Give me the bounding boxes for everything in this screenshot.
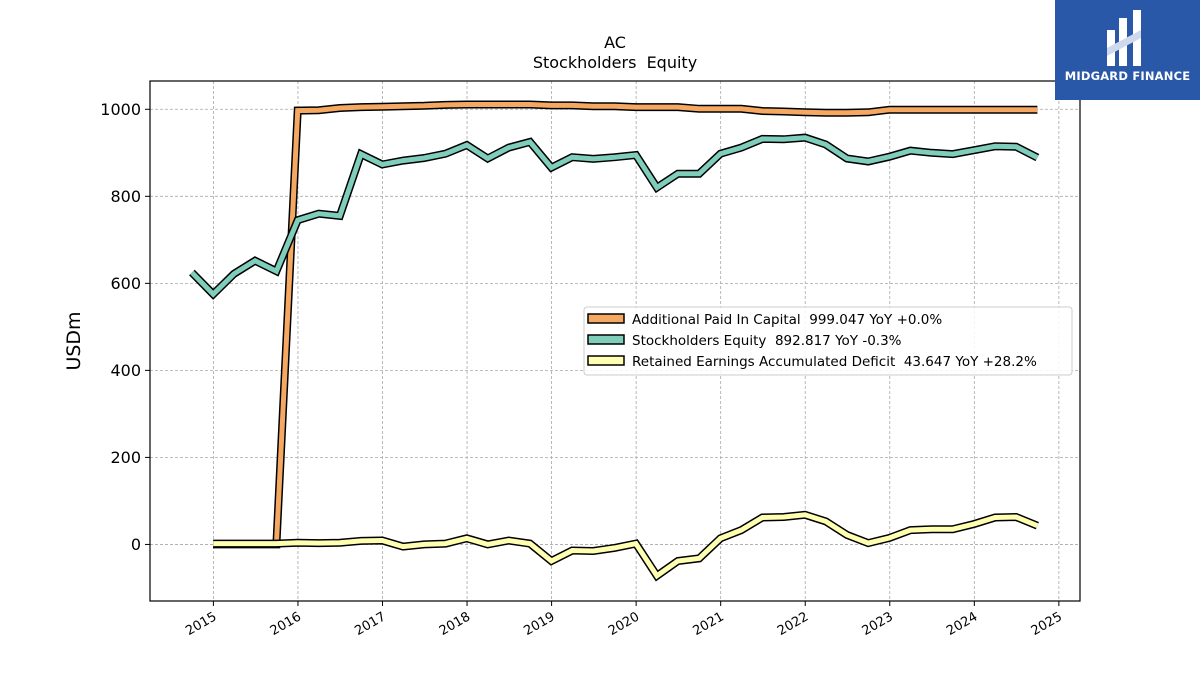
legend-frame [583, 306, 1073, 376]
y-tick-label: 1000 [100, 100, 141, 119]
x-tick-label: 2022 [775, 609, 811, 639]
y-tick-label: 600 [110, 274, 141, 293]
series-lines [189, 100, 1040, 582]
x-tick-label: 2024 [944, 609, 980, 639]
series-line [190, 135, 1039, 298]
y-tick-label: 200 [110, 448, 141, 467]
y-tick-label: 800 [110, 187, 141, 206]
brand-logo: MIDGARD FINANCE [1055, 0, 1200, 100]
legend-swatch [587, 313, 625, 324]
midgard-logo-icon [1107, 10, 1141, 66]
y-tick-label: 400 [110, 361, 141, 380]
brand-name: MIDGARD FINANCE [1064, 69, 1191, 83]
y-tick-label: 0 [131, 535, 141, 554]
legend-swatch [587, 355, 625, 366]
x-tick-label: 2016 [268, 609, 304, 639]
legend-entry: Stockholders Equity 892.817 YoY -0.3% [632, 333, 902, 349]
chart-title: AC [604, 33, 626, 52]
x-tick-label: 2015 [183, 609, 219, 639]
plot-frame [149, 80, 1081, 602]
chart-subtitle: Stockholders Equity [533, 53, 697, 72]
y-axis: 0 200 400 600 800 1000 [100, 100, 150, 554]
legend-entry: Additional Paid In Capital 999.047 YoY +… [632, 312, 942, 328]
series-line [213, 512, 1039, 580]
y-axis-label: USDm [63, 311, 85, 370]
legend: Additional Paid In Capital 999.047 YoY +… [583, 306, 1073, 376]
x-tick-label: 2018 [437, 609, 473, 639]
x-tick-label: 2020 [606, 609, 642, 639]
x-axis: 2015 2016 2017 2018 2019 2020 2021 2022 2023 2024… [183, 601, 1065, 639]
series-line [213, 102, 1038, 547]
legend-entry: Retained Earnings Accumulated Deficit 43… [632, 354, 1037, 370]
x-tick-label: 2019 [521, 609, 557, 639]
x-tick-label: 2017 [352, 609, 388, 639]
legend-swatch [587, 334, 625, 345]
x-tick-label: 2023 [860, 609, 896, 639]
x-tick-label: 2025 [1029, 609, 1065, 639]
x-tick-label: 2021 [691, 609, 727, 639]
